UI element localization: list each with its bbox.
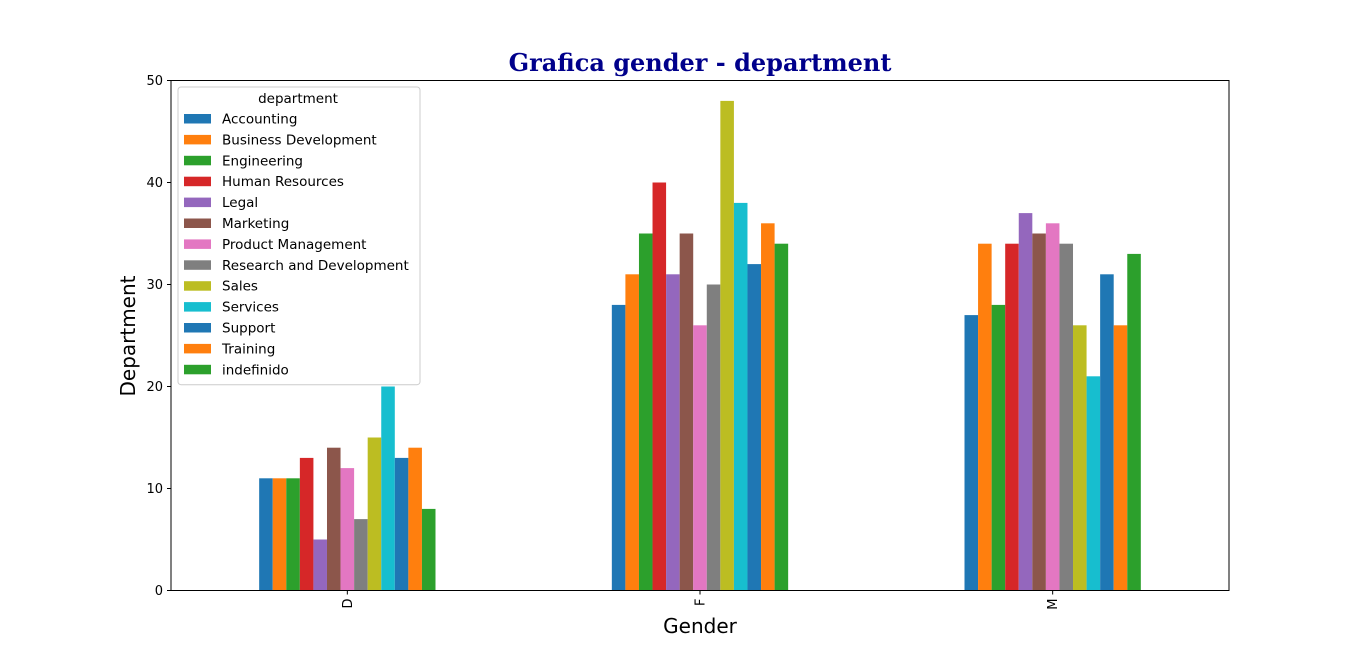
legend-swatch [184, 260, 211, 270]
y-axis: 0 10 20 30 40 50 [146, 74, 171, 599]
bar-engineering-d [286, 478, 300, 591]
bar-sales-d [367, 437, 382, 591]
bar-accounting-f [611, 304, 626, 591]
bar-training-d [408, 447, 422, 591]
bar-indefinido-d [421, 508, 436, 591]
bar-indefinido-f [774, 243, 789, 591]
legend-swatch [184, 281, 211, 291]
bar-engineering-f [638, 233, 653, 591]
legend-title: department [258, 91, 338, 107]
bar-training-f [761, 223, 775, 591]
legend-entry-label: Engineering [222, 153, 303, 169]
legend-entry-label: Training [221, 341, 275, 357]
legend-entry-label: Accounting [222, 112, 297, 128]
legend-swatch [184, 134, 211, 145]
y-tick-label: 10 [146, 482, 163, 497]
legend-swatch [184, 343, 211, 354]
bar-accounting-d [259, 478, 273, 591]
legend-entry-label: Human Resources [222, 174, 344, 190]
bar-indefinido-m [1127, 253, 1141, 591]
bar-business-development-m [978, 243, 992, 591]
y-tick-label: 30 [146, 278, 163, 293]
bar-product-management-d [340, 468, 355, 591]
bar-services-m [1086, 376, 1101, 591]
legend-swatch [184, 364, 211, 375]
legend-entry-label: Product Management [222, 237, 366, 253]
legend-entry-label: Sales [222, 279, 258, 295]
legend-entry-label: Research and Development [222, 258, 409, 274]
bars-layer [259, 100, 1141, 591]
legend-swatch [184, 218, 211, 228]
bar-research-and-development-d [354, 519, 368, 591]
x-tick-label: F [694, 599, 709, 606]
bar-accounting-m [964, 315, 979, 591]
bar-legal-f [666, 274, 680, 591]
bar-support-f [747, 264, 762, 591]
y-tick-label: 0 [155, 584, 163, 599]
legend-box [177, 86, 421, 386]
y-tick-label: 40 [146, 176, 163, 191]
bar-product-management-m [1045, 223, 1060, 591]
legend-entry-label: Support [222, 321, 275, 337]
y-axis-label: Department [116, 275, 140, 396]
bar-research-and-development-f [706, 284, 721, 591]
legend: department Accounting Business Development… [177, 86, 421, 386]
bar-marketing-f [679, 233, 694, 591]
bar-services-f [733, 202, 748, 591]
legend-swatch [184, 114, 211, 124]
legend-entry-label: Services [222, 300, 279, 316]
bar-marketing-m [1032, 233, 1046, 591]
x-axis-label: Gender [663, 614, 737, 638]
bar-engineering-m [991, 304, 1006, 591]
bar-business-development-d [272, 478, 287, 591]
bar-business-development-f [625, 274, 639, 591]
x-tick-label: M [1046, 599, 1061, 610]
chart-title: Grafica gender - department [509, 48, 892, 77]
legend-swatch [184, 239, 211, 249]
bar-sales-m [1073, 325, 1087, 591]
bar-human-resources-f [652, 182, 667, 591]
bar-services-d [381, 386, 395, 591]
legend-entry-label: Business Development [222, 132, 377, 148]
legend-swatch [184, 302, 211, 312]
legend-swatch [184, 323, 211, 333]
bar-sales-f [720, 100, 734, 591]
bar-legal-d [313, 539, 327, 591]
bar-legal-m [1018, 213, 1033, 591]
bar-marketing-d [326, 447, 341, 591]
bar-human-resources-m [1005, 243, 1019, 591]
bar-support-m [1100, 274, 1114, 591]
legend-swatch [184, 155, 211, 166]
legend-entry-label: Legal [222, 195, 258, 211]
legend-entry-label: indefinido [222, 362, 289, 378]
bar-training-m [1113, 325, 1128, 591]
y-tick-label: 50 [146, 74, 163, 89]
y-tick-label: 20 [146, 380, 163, 395]
legend-swatch [184, 197, 211, 208]
bar-research-and-development-m [1059, 243, 1074, 591]
legend-entry-label: Marketing [222, 216, 289, 232]
x-tick-label: D [341, 599, 356, 609]
bar-support-d [394, 457, 409, 591]
legend-swatch [184, 176, 211, 187]
bar-product-management-f [693, 325, 707, 591]
bar-human-resources-d [299, 457, 314, 591]
